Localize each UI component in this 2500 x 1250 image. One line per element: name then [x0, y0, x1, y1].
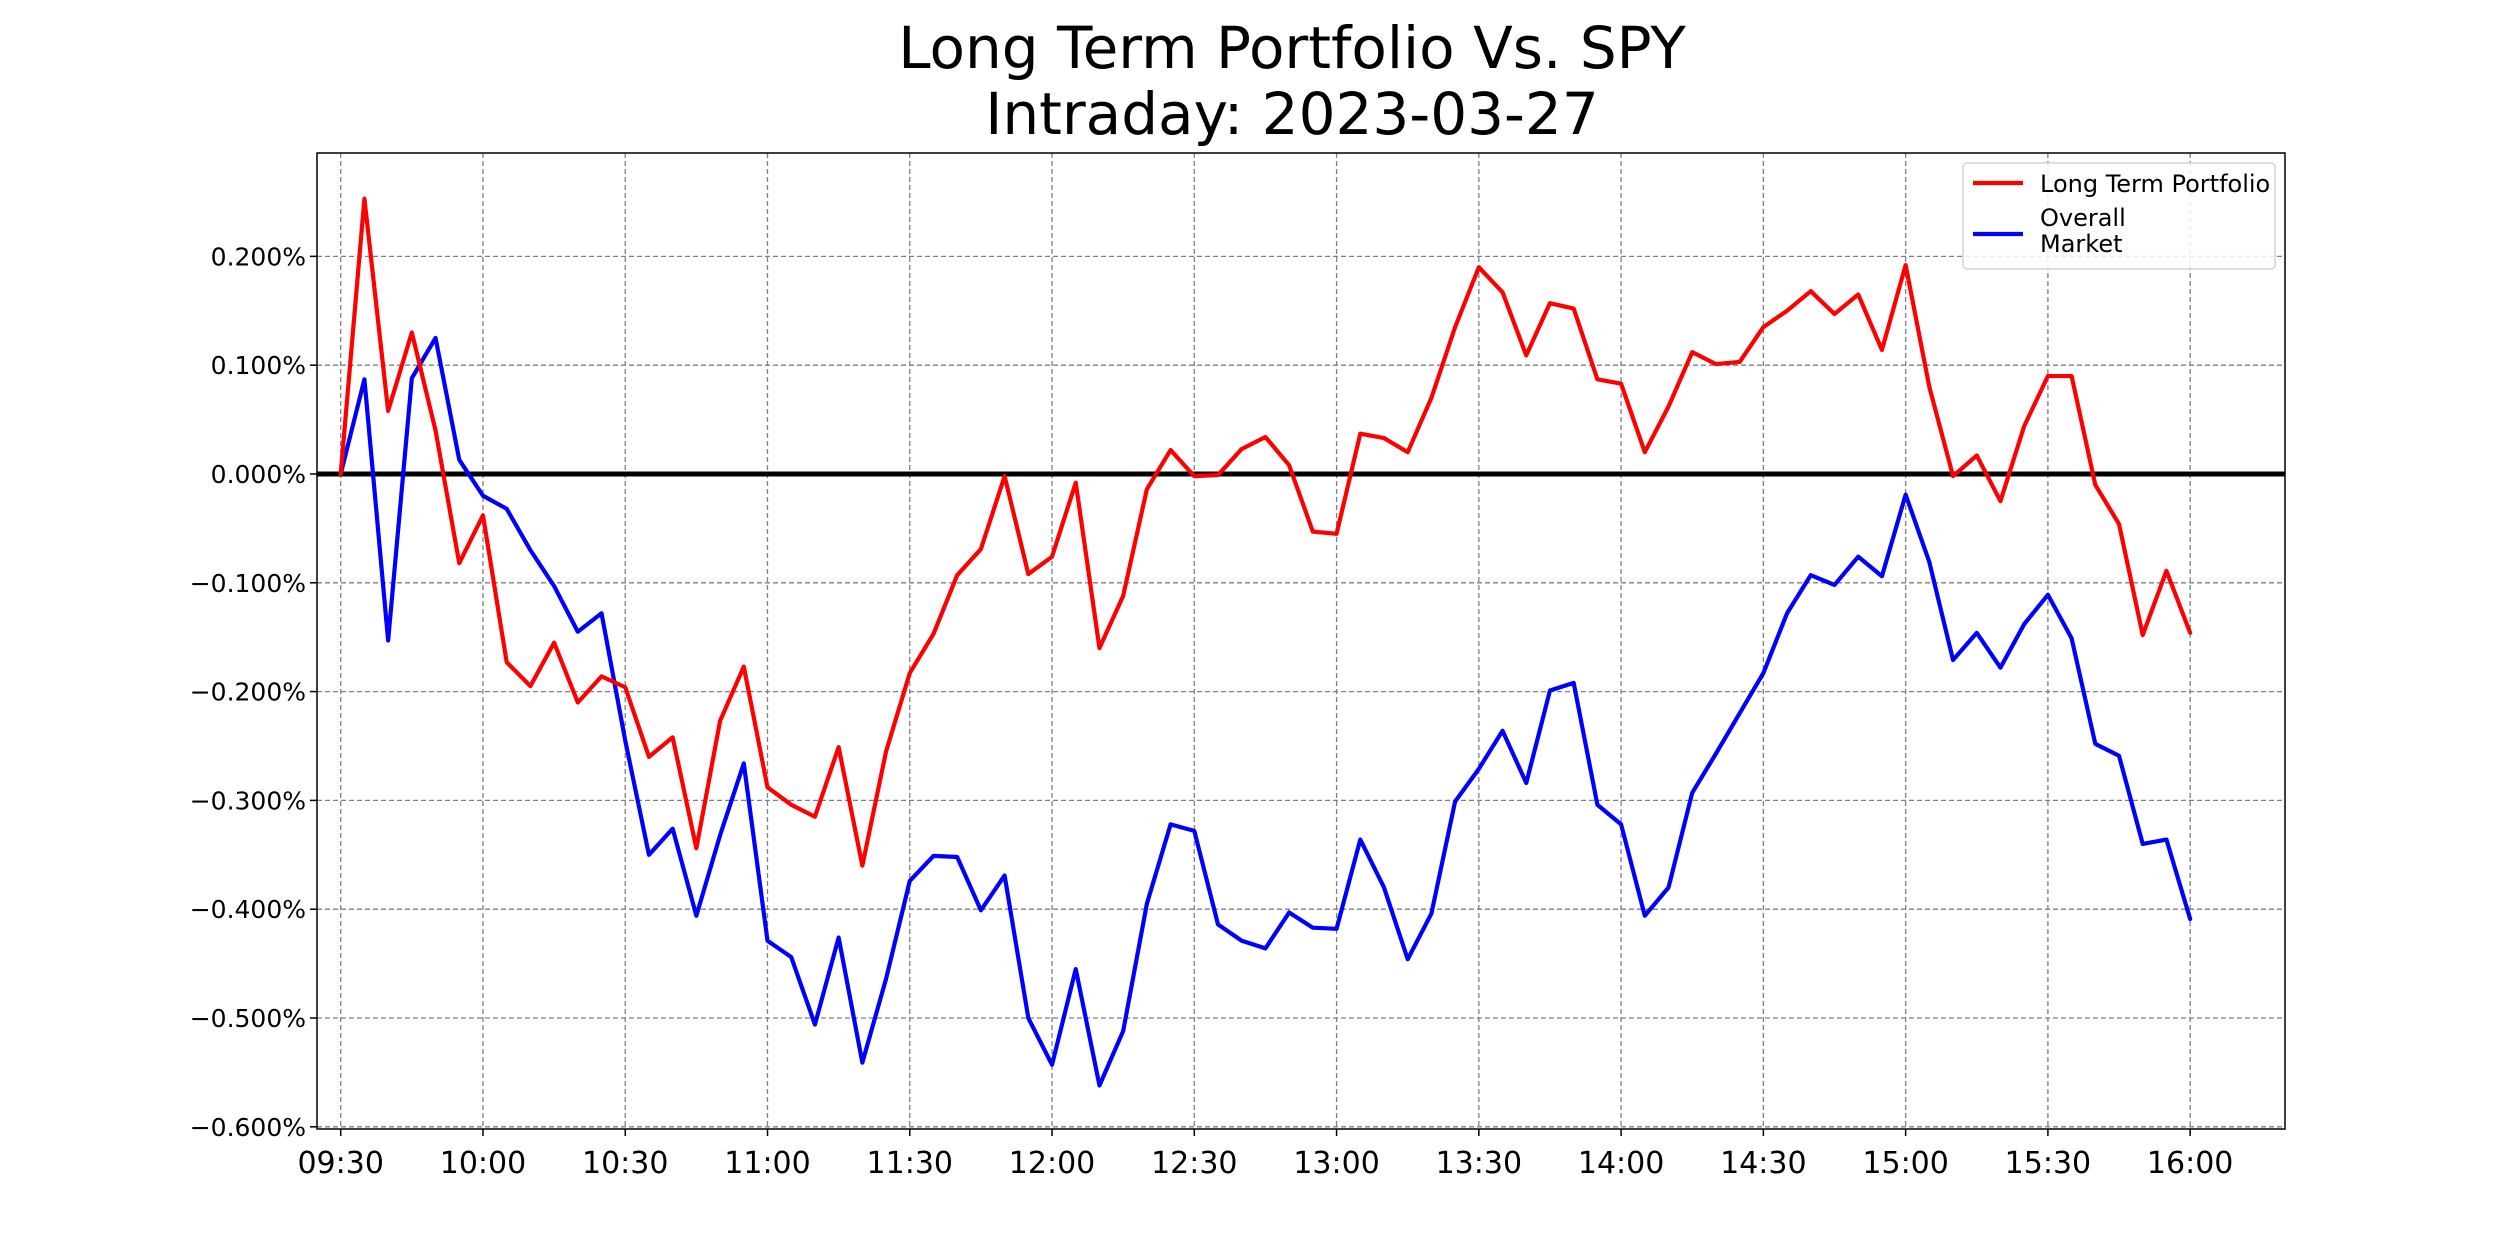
- x-tick-label: 16:00: [2147, 1146, 2233, 1181]
- x-tick-label: 12:00: [1009, 1146, 1095, 1181]
- y-tick-label: −0.600%: [190, 1113, 306, 1142]
- x-tick-label: 14:30: [1720, 1146, 1806, 1181]
- y-tick-label: −0.300%: [190, 786, 306, 815]
- legend: Long Term Portfolio Overall Market: [1962, 162, 2276, 270]
- legend-box: [1962, 162, 2276, 270]
- x-tick-label: 13:30: [1436, 1146, 1522, 1181]
- chart-title: Long Term Portfolio Vs. SPY: [898, 14, 1686, 82]
- y-tick-label: 0.100%: [211, 351, 306, 380]
- plot-frame: [316, 152, 2286, 1130]
- y-axis-ticks: 0.200% 0.100% 0.000% −0.100% −0.200% −0.300% −…: [190, 242, 317, 1142]
- x-tick-label: 11:30: [867, 1146, 953, 1181]
- y-tick-label: −0.400%: [190, 895, 306, 924]
- x-tick-label: 15:00: [1862, 1146, 1948, 1181]
- y-tick-label: −0.100%: [190, 569, 306, 598]
- series-line-overall-market: [338, 335, 2193, 1088]
- x-tick-label: 10:30: [582, 1146, 668, 1181]
- x-axis-ticks: 09:30 10:00 10:30 11:00 11:30 12:00 12:30 13:00…: [297, 1129, 2233, 1181]
- x-tick-label: 09:30: [297, 1146, 383, 1181]
- y-tick-label: −0.500%: [190, 1004, 306, 1033]
- legend-label-line: Overall: [2040, 204, 2126, 232]
- y-tick-label: 0.200%: [211, 242, 306, 271]
- legend-label-long-term-portfolio: Long Term Portfolio: [2040, 170, 2270, 198]
- legend-label-overall-market: Overall Market: [2040, 204, 2126, 258]
- x-tick-label: 11:00: [724, 1146, 810, 1181]
- x-tick-label: 12:30: [1151, 1146, 1237, 1181]
- x-tick-label: 10:00: [440, 1146, 526, 1181]
- chart-subtitle: Intraday: 2023-03-27: [985, 80, 1599, 148]
- series-line-long-term-portfolio: [338, 196, 2193, 868]
- series-lines: [338, 196, 2193, 1088]
- legend-label-line: Market: [2040, 230, 2123, 258]
- x-tick-label: 15:30: [2005, 1146, 2091, 1181]
- x-tick-label: 13:00: [1293, 1146, 1379, 1181]
- y-tick-label: 0.000%: [211, 460, 306, 489]
- y-tick-label: −0.200%: [190, 678, 306, 707]
- x-tick-label: 14:00: [1578, 1146, 1664, 1181]
